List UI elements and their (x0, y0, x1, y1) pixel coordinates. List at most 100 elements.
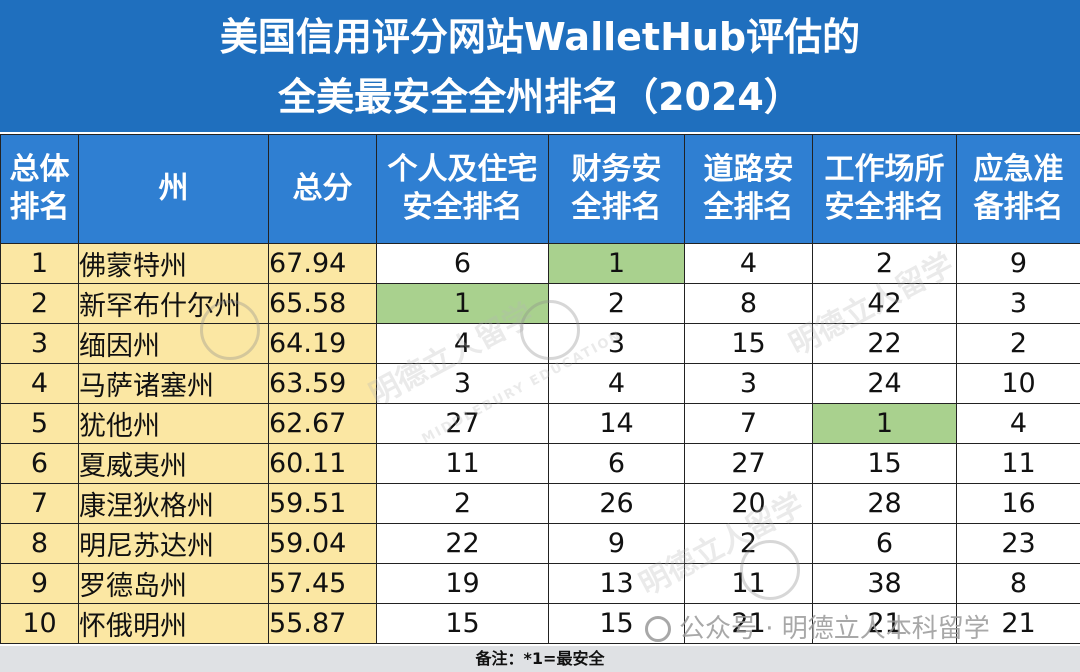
cell-road: 8 (684, 283, 813, 324)
cell-emergency: 23 (956, 523, 1080, 564)
cell-rank: 10 (0, 603, 79, 644)
cell-score: 65.58 (268, 283, 377, 324)
cell-score: 55.87 (268, 603, 377, 644)
cell-score: 64.19 (268, 323, 377, 364)
title-line-1: 美国信用评分网站WalletHub评估的 (219, 15, 861, 59)
cell-emergency: 3 (956, 283, 1080, 324)
cell-score: 63.59 (268, 363, 377, 404)
cell-rank: 8 (0, 523, 79, 564)
cell-emergency: 8 (956, 563, 1080, 604)
cell-state: 康涅狄格州 (78, 483, 269, 524)
cell-state: 明尼苏达州 (78, 523, 269, 564)
cell-rank: 3 (0, 323, 79, 364)
cell-financial: 26 (548, 483, 685, 524)
cell-financial: 9 (548, 523, 685, 564)
cell-rank: 4 (0, 363, 79, 404)
table-row: 1 佛蒙特州 67.94 6 1 4 2 9 (0, 243, 1080, 284)
header-personal-home-safety: 个人及住宅 安全排名 (376, 134, 549, 244)
header-state: 州 (78, 134, 269, 244)
cell-state: 怀俄明州 (78, 603, 269, 644)
cell-workplace: 15 (812, 443, 957, 484)
cell-financial: 2 (548, 283, 685, 324)
cell-personal: 1 (376, 283, 549, 324)
cell-score: 60.11 (268, 443, 377, 484)
cell-road: 15 (684, 323, 813, 364)
cell-workplace: 21 (812, 603, 957, 644)
cell-workplace: 1 (812, 403, 957, 444)
header-financial-safety: 财务安 全排名 (548, 134, 685, 244)
cell-personal: 15 (376, 603, 549, 644)
cell-road: 27 (684, 443, 813, 484)
cell-score: 59.51 (268, 483, 377, 524)
cell-personal: 6 (376, 243, 549, 284)
cell-financial: 14 (548, 403, 685, 444)
cell-road: 21 (684, 603, 813, 644)
cell-workplace: 6 (812, 523, 957, 564)
header-road-safety: 道路安 全排名 (684, 134, 813, 244)
cell-financial: 13 (548, 563, 685, 604)
cell-state: 缅因州 (78, 323, 269, 364)
table-row: 2 新罕布什尔州 65.58 1 2 8 42 3 (0, 283, 1080, 324)
cell-road: 2 (684, 523, 813, 564)
cell-state: 罗德岛州 (78, 563, 269, 604)
header-row: 总体 排名 州 总分 个人及住宅 安全排名 财务安 全排名 道路安 全排名 工作场所 安全… (0, 134, 1080, 244)
table-row: 6 夏威夷州 60.11 11 6 27 15 11 (0, 443, 1080, 484)
cell-financial: 4 (548, 363, 685, 404)
table-row: 7 康涅狄格州 59.51 2 26 20 28 16 (0, 483, 1080, 524)
wechat-icon (645, 616, 671, 642)
ranking-table: 总体 排名 州 总分 个人及住宅 安全排名 财务安 全排名 道路安 全排名 工作场所 安全… (0, 134, 1080, 644)
cell-workplace: 24 (812, 363, 957, 404)
header-overall-rank: 总体 排名 (0, 134, 79, 244)
cell-workplace: 38 (812, 563, 957, 604)
cell-road: 3 (684, 363, 813, 404)
cell-personal: 4 (376, 323, 549, 364)
cell-workplace: 22 (812, 323, 957, 364)
cell-rank: 2 (0, 283, 79, 324)
cell-road: 7 (684, 403, 813, 444)
cell-rank: 5 (0, 403, 79, 444)
cell-personal: 19 (376, 563, 549, 604)
cell-personal: 3 (376, 363, 549, 404)
cell-workplace: 2 (812, 243, 957, 284)
footnote: 备注：*1=最安全 (0, 646, 1080, 672)
cell-rank: 1 (0, 243, 79, 284)
cell-state: 新罕布什尔州 (78, 283, 269, 324)
cell-road: 11 (684, 563, 813, 604)
cell-financial: 3 (548, 323, 685, 364)
cell-personal: 2 (376, 483, 549, 524)
cell-score: 67.94 (268, 243, 377, 284)
table-row: 10 怀俄明州 55.87 15 15 21 21 21 (0, 603, 1080, 644)
cell-emergency: 4 (956, 403, 1080, 444)
cell-emergency: 16 (956, 483, 1080, 524)
cell-state: 犹他州 (78, 403, 269, 444)
cell-workplace: 28 (812, 483, 957, 524)
title-line-2: 全美最安全全州排名（2024） (278, 75, 802, 119)
footer-watermark-text: 公众号 · 明德立人本科留学 (679, 614, 990, 644)
cell-score: 62.67 (268, 403, 377, 444)
cell-financial: 6 (548, 443, 685, 484)
header-workplace-safety: 工作场所 安全排名 (812, 134, 957, 244)
cell-emergency: 11 (956, 443, 1080, 484)
cell-emergency: 21 (956, 603, 1080, 644)
cell-personal: 22 (376, 523, 549, 564)
table-row: 8 明尼苏达州 59.04 22 9 2 6 23 (0, 523, 1080, 564)
title-banner: 美国信用评分网站WalletHub评估的 全美最安全全州排名（2024） (0, 0, 1080, 132)
footer-watermark: 公众号 · 明德立人本科留学 (645, 608, 990, 645)
table-row: 9 罗德岛州 57.45 19 13 11 38 8 (0, 563, 1080, 604)
cell-financial: 1 (548, 243, 685, 284)
cell-score: 59.04 (268, 523, 377, 564)
header-total-score: 总分 (268, 134, 377, 244)
table-row: 3 缅因州 64.19 4 3 15 22 2 (0, 323, 1080, 364)
cell-state: 马萨诸塞州 (78, 363, 269, 404)
cell-emergency: 10 (956, 363, 1080, 404)
table-row: 5 犹他州 62.67 27 14 7 1 4 (0, 403, 1080, 444)
cell-state: 夏威夷州 (78, 443, 269, 484)
cell-rank: 6 (0, 443, 79, 484)
cell-rank: 7 (0, 483, 79, 524)
cell-road: 20 (684, 483, 813, 524)
header-emergency-preparedness: 应急准 备排名 (956, 134, 1080, 244)
table-row: 4 马萨诸塞州 63.59 3 4 3 24 10 (0, 363, 1080, 404)
cell-score: 57.45 (268, 563, 377, 604)
cell-road: 4 (684, 243, 813, 284)
